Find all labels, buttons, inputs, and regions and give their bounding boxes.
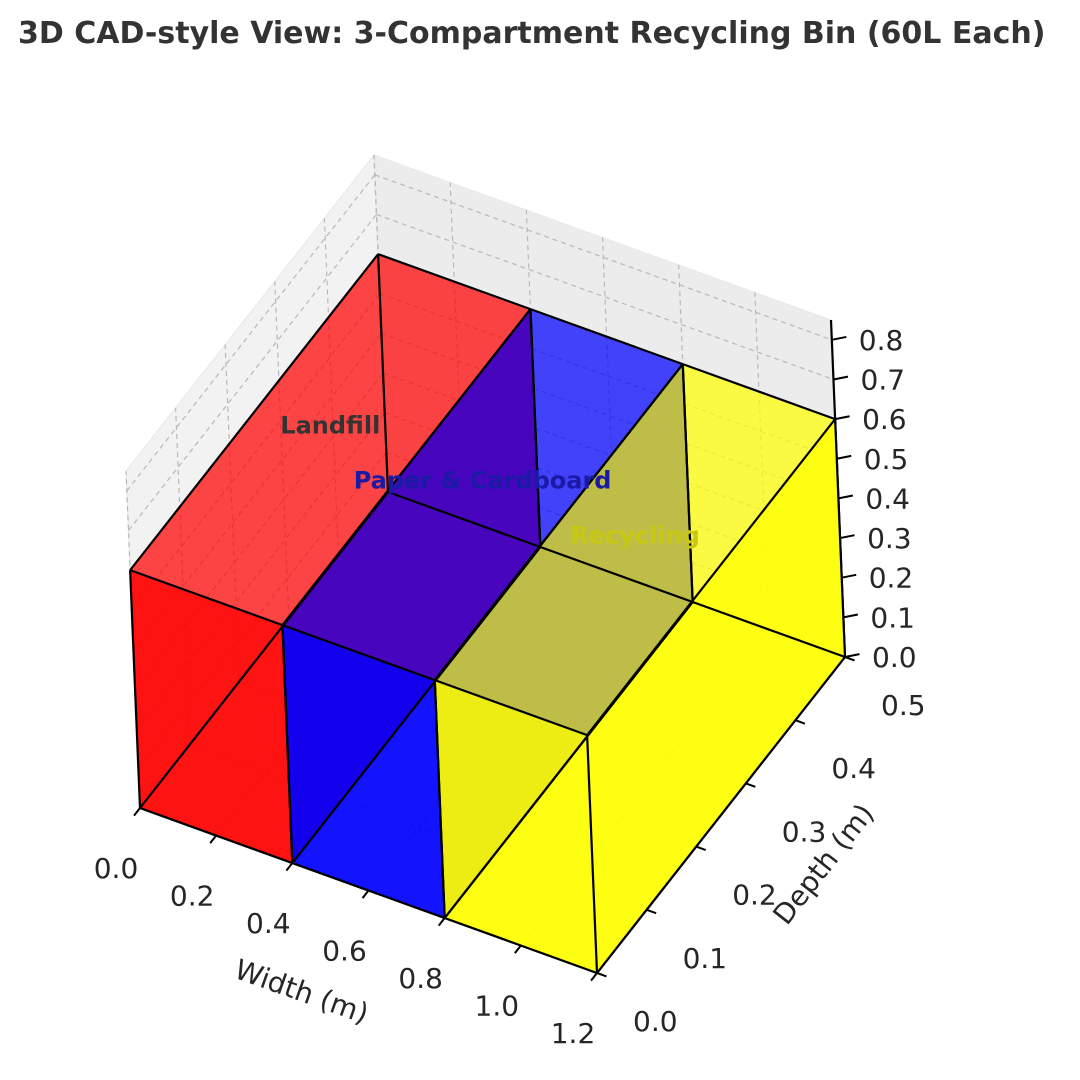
x-tick-mark (285, 862, 294, 872)
compartment-3-edge (433, 363, 684, 681)
x-tick-label: 0.6 (322, 935, 367, 968)
compartment-2-edge (282, 624, 436, 682)
compartment-2-edge (539, 545, 694, 604)
compartment-3-edge (596, 656, 846, 974)
y-tick-label: 0.5 (881, 689, 926, 722)
grid-line-left-z (126, 174, 376, 492)
compartment-2-edge (281, 625, 294, 864)
z-tick-mark (843, 613, 859, 619)
z-tick-label: 0.3 (867, 522, 912, 555)
compartment-1-edge (377, 253, 531, 311)
x-tick-mark (361, 889, 370, 899)
y-tick-mark (596, 972, 607, 978)
compartment-2-edge (529, 309, 542, 548)
z-tick-label: 0.7 (861, 364, 906, 397)
z-tick-label: 0.2 (869, 562, 914, 595)
z-tick-mark (838, 494, 854, 500)
x-tick-label: 1.0 (475, 990, 520, 1023)
y-tick-mark (695, 845, 707, 851)
compartment-3-right-face (587, 419, 845, 974)
z-tick-label: 0.5 (864, 443, 909, 476)
z-tick-mark (836, 454, 852, 460)
z-tick-mark (841, 573, 857, 579)
compartment-3-label: Recycling (570, 522, 700, 550)
x-tick-label: 0.4 (246, 907, 291, 940)
compartment-3-edge (682, 363, 836, 421)
compartment-3-edge (681, 364, 694, 603)
x-tick-mark (209, 834, 217, 844)
z-tick-mark (834, 415, 850, 421)
z-tick-label: 0.6 (862, 403, 907, 436)
compartment-3-edge (434, 679, 588, 737)
compartment-1-edge (387, 490, 541, 549)
x-tick-mark (514, 944, 522, 954)
compartment-labels: Landfill Paper & Cardboard Recycling (280, 412, 699, 550)
y-tick-label: 0.3 (782, 815, 827, 848)
compartment-3-edge (433, 680, 446, 919)
compartment-2-label: Paper & Cardboard (354, 467, 612, 495)
z-tick-label: 0.4 (865, 482, 910, 515)
chart-title: 3D CAD-style View: 3-Compartment Recycli… (18, 16, 1045, 51)
compartment-boxes (130, 254, 845, 974)
x-tick-mark (133, 807, 141, 817)
y-tick-mark (795, 719, 806, 725)
z-tick-mark (844, 653, 860, 658)
z-tick-label: 0.8 (859, 324, 904, 357)
x-tick-label: 0.2 (170, 880, 215, 913)
y-tick-mark (646, 908, 657, 915)
x-tick-label: 0.8 (398, 962, 443, 995)
x-tick-label: 0.0 (94, 852, 139, 885)
y-tick-label: 0.0 (633, 1005, 678, 1038)
compartment-2-edge (530, 308, 684, 366)
compartment-1-label: Landfill (280, 412, 380, 440)
z-tick-mark (839, 534, 855, 540)
z-tick-mark (831, 335, 847, 341)
compartment-1-edge (129, 253, 379, 571)
compartment-3-edge (692, 600, 846, 659)
x-tick-mark (590, 972, 598, 982)
z-tick-mark (833, 375, 849, 381)
compartment-1-edge (129, 570, 142, 809)
compartment-1-edge (129, 569, 283, 627)
y-tick-label: 0.4 (831, 752, 876, 785)
z-tick-label: 0.0 (872, 641, 917, 674)
compartment-3-edge (586, 418, 836, 736)
tick-labels: 0.00.20.40.60.81.01.2 0.00.10.20.30.40.50… (94, 324, 926, 1050)
x-tick-label: 1.2 (551, 1017, 596, 1050)
y-tick-label: 0.2 (732, 879, 777, 912)
compartment-3-edge (586, 735, 599, 974)
grid-line-left-z (127, 214, 377, 531)
compartment-2-edge (281, 308, 532, 626)
y-tick-label: 0.1 (683, 942, 728, 975)
z-tick-label: 0.1 (870, 601, 915, 634)
compartment-1-edge (377, 254, 390, 493)
y-tick-mark (745, 782, 756, 788)
x-tick-mark (437, 917, 446, 927)
